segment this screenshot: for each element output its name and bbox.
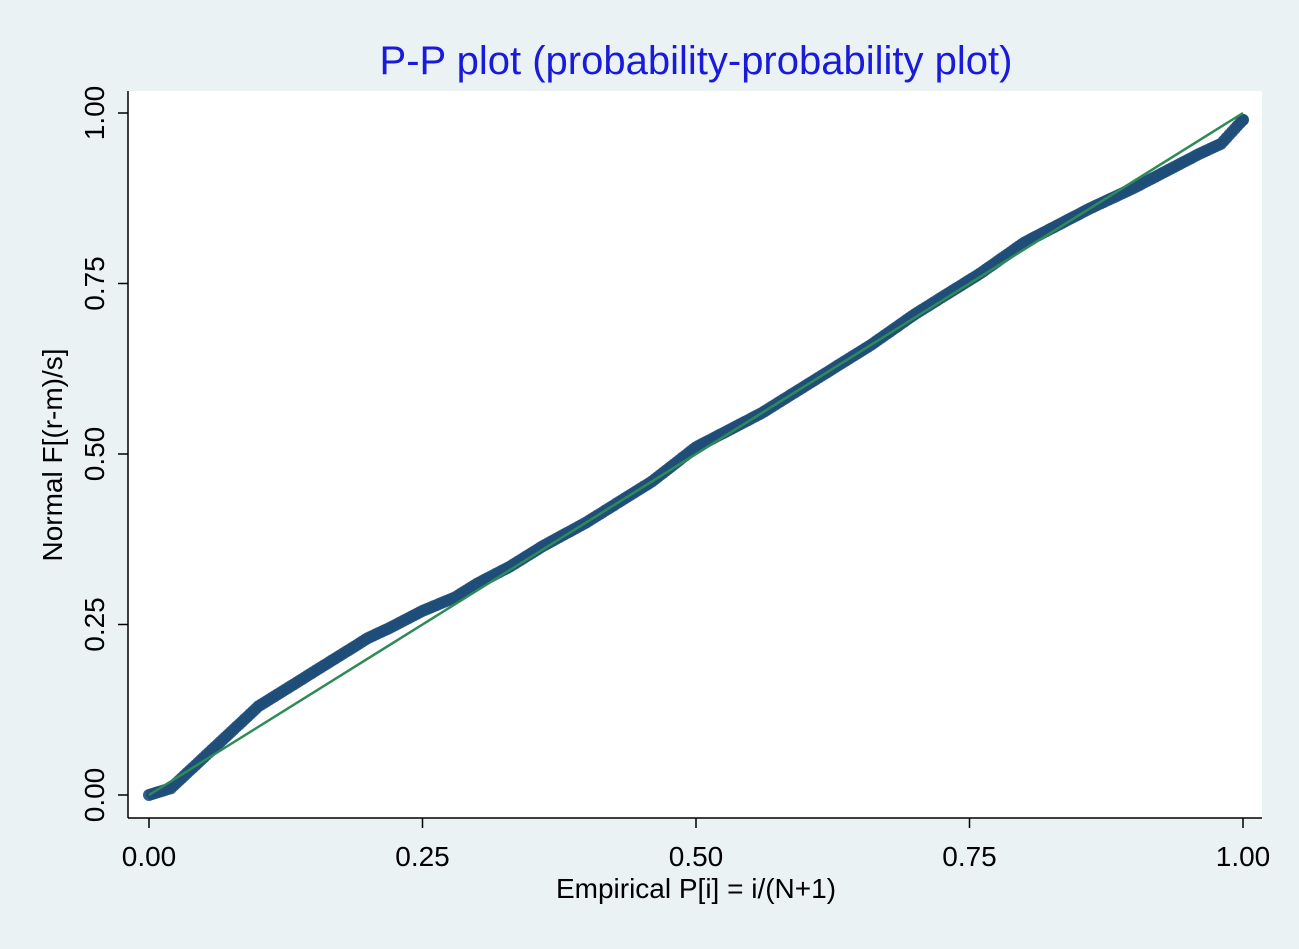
- x-axis-label: Empirical P[i] = i/(N+1): [556, 873, 836, 904]
- y-tick-label-3: 0.75: [79, 256, 110, 311]
- axes: 0.00 0.25 0.50 0.75 1.00 0.00 0.25 0.50 0.75 1.00: [79, 86, 1270, 872]
- y-tick-label-1: 0.25: [79, 597, 110, 652]
- x-tick-label-3: 0.75: [942, 841, 997, 872]
- reference-line: [148, 111, 1244, 797]
- x-tick-label-0: 0.00: [122, 841, 177, 872]
- chart-title: P-P plot (probability-probability plot): [380, 39, 1013, 83]
- x-tick-label-1: 0.25: [395, 841, 450, 872]
- y-tick-label-0: 0.00: [79, 768, 110, 823]
- y-axis-label: Normal F[(r-m)/s]: [37, 348, 68, 561]
- data-point-400: [1237, 113, 1249, 126]
- x-tick-label-2: 0.50: [669, 841, 724, 872]
- y-tick-label-4: 1.00: [79, 86, 110, 141]
- x-tick-label-4: 1.00: [1216, 841, 1271, 872]
- y-tick-label-2: 0.50: [79, 427, 110, 482]
